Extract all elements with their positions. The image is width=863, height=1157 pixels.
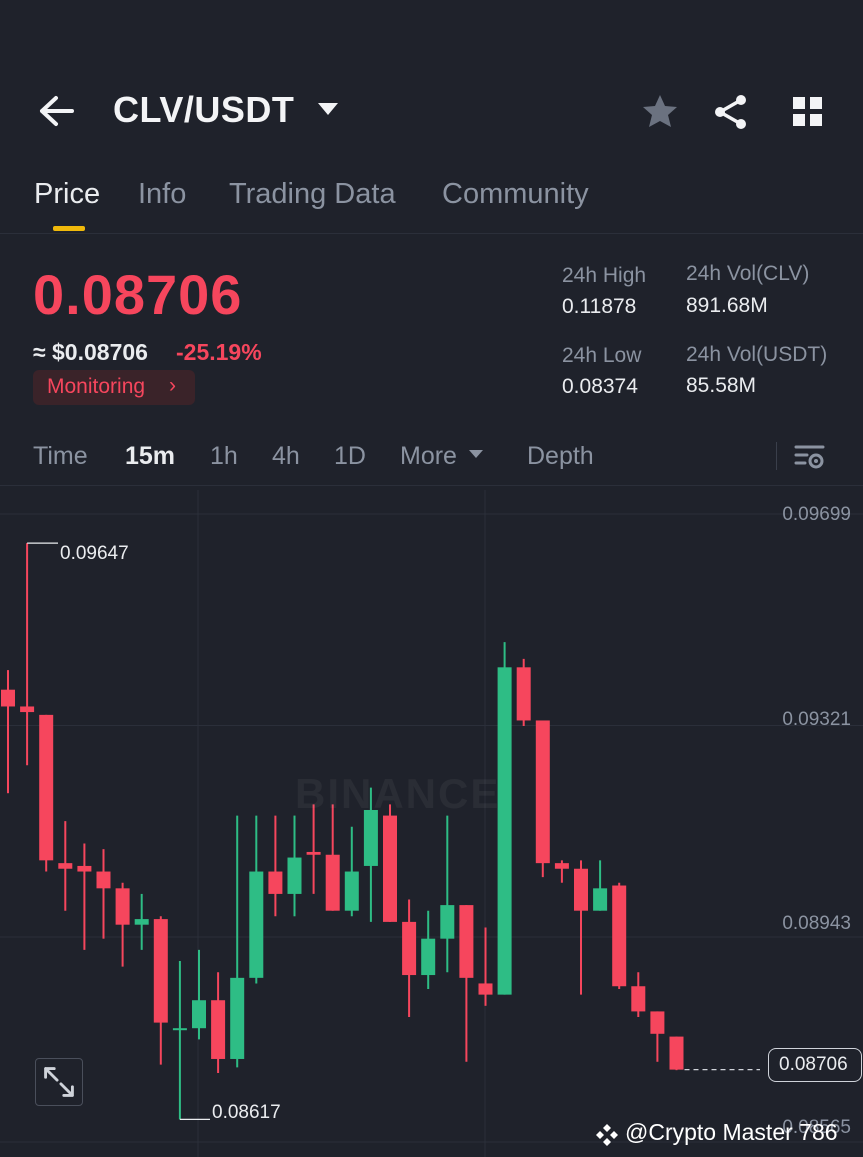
current-price-tag: 0.08706: [768, 1048, 862, 1082]
candle-body: [459, 905, 474, 978]
chart-settings-icon[interactable]: [793, 440, 827, 474]
tab-info[interactable]: Info: [138, 178, 187, 210]
y-tick-label: 0.09699: [782, 504, 851, 525]
stat-low-value: 0.08374: [562, 375, 638, 398]
candle-body: [77, 865, 92, 872]
candle-body: [58, 863, 73, 869]
top-bar: CLV/USDT: [0, 80, 863, 144]
candle-body: [1, 689, 15, 707]
candle-body: [96, 871, 111, 889]
caret-down-icon[interactable]: [316, 100, 340, 120]
candle-body: [421, 938, 436, 976]
stat-vol-base-label: 24h Vol(CLV): [686, 262, 810, 285]
candle-body: [631, 986, 646, 1012]
active-tab-indicator: [53, 226, 85, 231]
approx-usd-price: ≈ $0.08706: [33, 339, 148, 365]
candle-body: [516, 667, 531, 721]
share-icon[interactable]: [711, 92, 751, 132]
candle-body: [39, 714, 54, 861]
interval-15m[interactable]: 15m: [125, 442, 176, 470]
stat-high-label: 24h High: [562, 264, 647, 287]
candle-body: [325, 854, 340, 911]
interval-1d[interactable]: 1D: [334, 442, 366, 470]
interval-4h[interactable]: 4h: [272, 442, 300, 470]
candle-body: [612, 885, 627, 987]
author-credit: @Crypto Master 786: [625, 1119, 838, 1145]
tab-price[interactable]: Price: [34, 178, 101, 210]
candle-body: [554, 863, 569, 869]
stat-vol-quote-value: 85.58M: [686, 374, 757, 397]
candle-body: [211, 1000, 226, 1059]
monitoring-button[interactable]: Monitoring ›: [33, 370, 195, 405]
candle-body: [115, 888, 130, 925]
binance-watermark: BINANCE: [295, 770, 501, 817]
candle-body: [153, 919, 168, 1023]
expand-chart-icon[interactable]: [35, 1058, 83, 1106]
candle-body: [230, 977, 245, 1059]
candle-body: [478, 983, 493, 995]
stat-vol-base-value: 891.68M: [686, 294, 768, 317]
candle-body: [306, 851, 321, 855]
candle-body: [650, 1011, 665, 1034]
trading-pair-title[interactable]: CLV/USDT: [113, 89, 295, 130]
interval-1h[interactable]: 1h: [210, 442, 238, 470]
candle-body: [593, 888, 608, 911]
current-price-label: 0.08706: [779, 1054, 848, 1075]
candle-body: [249, 871, 264, 978]
tab-community[interactable]: Community: [442, 178, 589, 210]
candle-body: [383, 815, 397, 922]
candle-body: [574, 868, 588, 911]
candle-body: [20, 706, 35, 713]
candle-body: [287, 857, 302, 894]
back-arrow-icon[interactable]: [36, 94, 76, 128]
y-tick-label: 0.08565: [782, 1117, 851, 1138]
stat-vol-quote-label: 24h Vol(USDT): [686, 343, 828, 366]
candle-body: [134, 919, 149, 925]
candle-body: [268, 871, 283, 894]
last-price: 0.08706: [33, 263, 243, 326]
candle-body: [363, 809, 378, 866]
tab-trading-data[interactable]: Trading Data: [229, 178, 396, 210]
divider: [776, 442, 777, 470]
candle-body: [497, 667, 512, 995]
candle-body: [402, 921, 417, 976]
star-icon[interactable]: [640, 92, 680, 132]
stat-high-value: 0.11878: [562, 295, 637, 318]
candlestick-chart[interactable]: [0, 490, 863, 1157]
monitoring-label: Monitoring: [47, 375, 146, 398]
candle-body: [535, 720, 550, 864]
y-tick-label: 0.08943: [782, 913, 851, 934]
candle-body: [669, 1036, 684, 1070]
candle-body: [172, 1028, 187, 1031]
interval-time[interactable]: Time: [33, 442, 88, 470]
grid-icon[interactable]: [788, 92, 828, 132]
chevron-right-icon: ›: [169, 374, 176, 397]
candle-body: [192, 1000, 206, 1029]
interval-bar: Time 15m 1h 4h 1D More Depth: [0, 438, 863, 486]
stat-low-label: 24h Low: [562, 344, 642, 367]
y-tick-label: 0.09321: [782, 709, 851, 730]
price-change-percent: -25.19%: [176, 339, 262, 365]
low-marker-label: 0.08617: [212, 1102, 281, 1123]
caret-down-icon[interactable]: [468, 448, 484, 460]
binance-logo-icon: [596, 1124, 618, 1146]
depth-tab[interactable]: Depth: [527, 442, 594, 470]
tab-bar: Price Info Trading Data Community: [0, 170, 863, 234]
candle-body: [440, 905, 455, 939]
interval-more[interactable]: More: [400, 442, 457, 470]
candle-body: [344, 871, 359, 911]
high-marker-label: 0.09647: [60, 543, 129, 564]
